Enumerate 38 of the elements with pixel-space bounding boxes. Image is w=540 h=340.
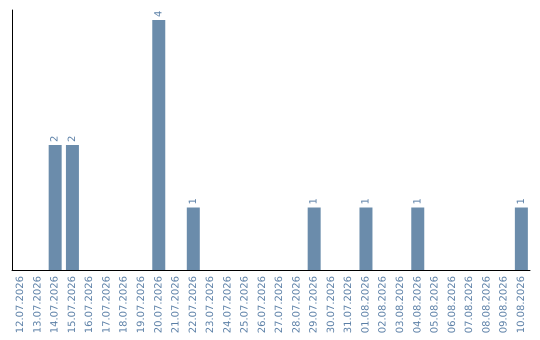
x-tick-label: 20.07.2026 (153, 276, 164, 334)
x-tick-label: 12.07.2026 (15, 276, 26, 334)
x-tick-label: 21.07.2026 (170, 276, 182, 334)
x-tick-label: 31.07.2026 (343, 276, 354, 334)
x-tick-label: 23.07.2026 (205, 276, 216, 334)
x-tick-label: 07.08.2026 (464, 276, 476, 334)
x-tick-label: 08.08.2026 (481, 276, 492, 334)
data-label: 1 (308, 198, 320, 204)
data-label: 2 (66, 136, 78, 142)
x-tick-label: 24.07.2026 (222, 276, 234, 334)
x-tick-label: 26.07.2026 (256, 276, 268, 334)
x-tick-label: 05.08.2026 (430, 276, 441, 334)
x-tick-label: 15.07.2026 (66, 276, 78, 334)
x-tick-label: 17.07.2026 (101, 276, 112, 334)
x-tick-label: 13.07.2026 (32, 276, 44, 334)
data-label: 1 (412, 198, 424, 204)
x-tick-label: 16.07.2026 (84, 276, 96, 334)
x-tick-label: 18.07.2026 (118, 276, 130, 334)
x-tick-label: 19.07.2026 (136, 276, 147, 334)
x-tick-label: 30.07.2026 (326, 276, 337, 334)
data-label: 1 (188, 198, 199, 204)
data-label: 1 (360, 198, 372, 204)
x-tick-label: 06.08.2026 (446, 276, 458, 334)
x-tick-label: 02.08.2026 (378, 276, 389, 334)
x-tick-label: 28.07.2026 (291, 276, 302, 334)
x-tick-label: 25.07.2026 (240, 276, 251, 334)
x-tick-label: 01.08.2026 (360, 276, 372, 334)
x-tick-label: 10.08.2026 (516, 276, 527, 334)
data-label: 4 (153, 10, 164, 17)
x-tick-label: 27.07.2026 (274, 276, 286, 334)
x-tick-label: 29.07.2026 (308, 276, 320, 334)
data-label: 2 (50, 136, 61, 142)
x-tick-label: 04.08.2026 (412, 276, 424, 334)
x-tick-label: 22.07.2026 (188, 276, 199, 334)
x-tick-label: 03.08.2026 (395, 276, 406, 334)
x-tick-label: 14.07.2026 (50, 276, 61, 334)
x-tick-label: 09.08.2026 (498, 276, 510, 334)
data-label: 1 (516, 198, 527, 204)
